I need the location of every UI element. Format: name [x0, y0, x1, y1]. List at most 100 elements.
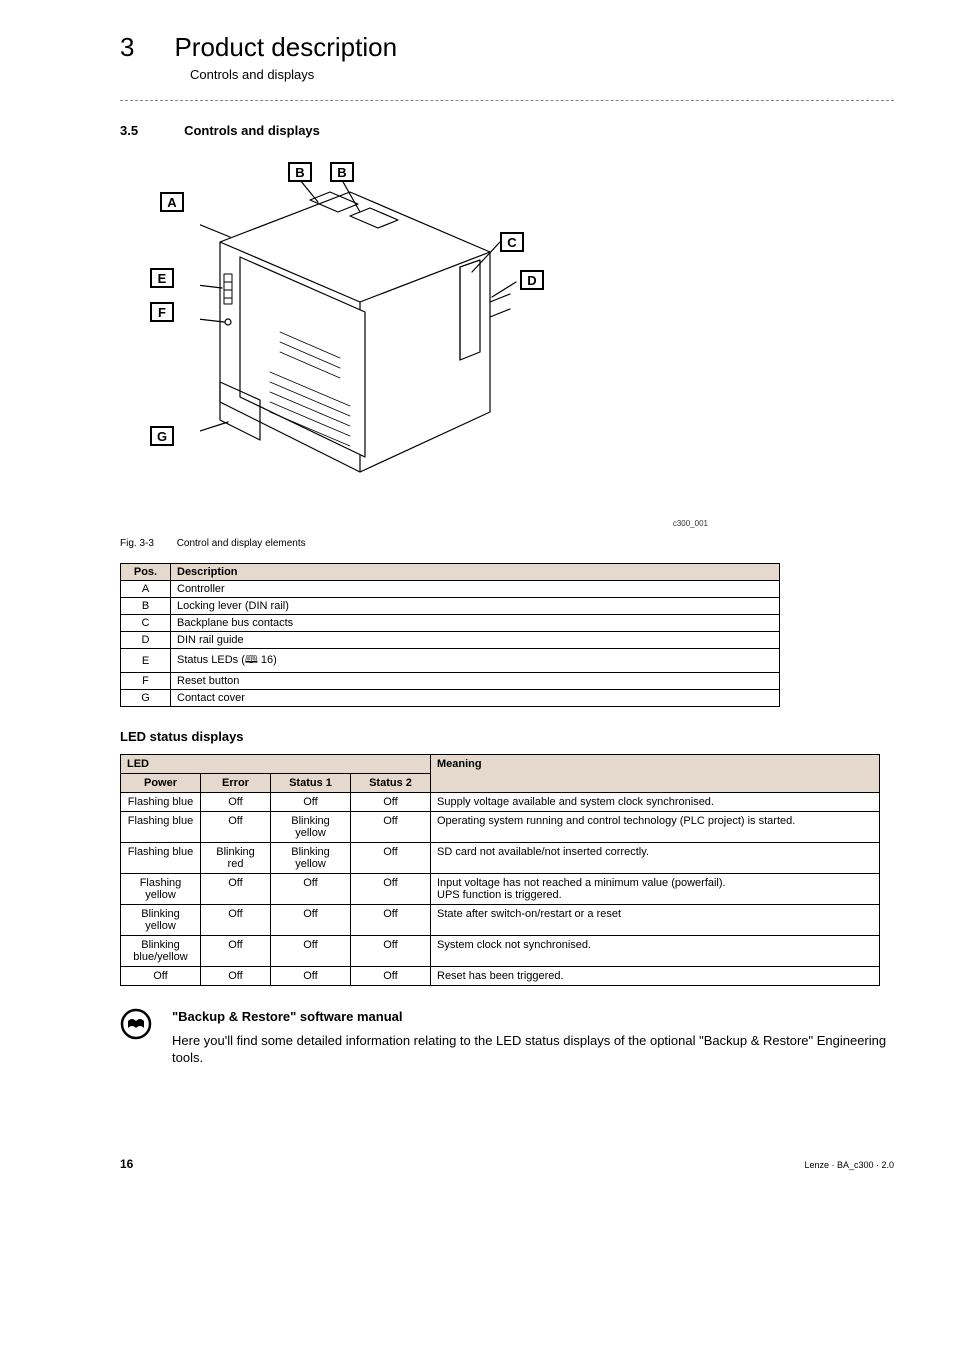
note-body: Here you'll find some detailed informati…: [172, 1032, 894, 1067]
chapter-title: Product description: [174, 32, 397, 63]
led-cell: Blinking yellow: [271, 843, 351, 874]
led-cell: Flashing blue: [121, 843, 201, 874]
led-cell: Off: [351, 967, 431, 986]
led-cell: Off: [351, 843, 431, 874]
chapter-header: 3 Product description: [120, 32, 894, 63]
desc-cell: Backplane bus contacts: [171, 615, 780, 632]
figure-caption-text: Control and display elements: [177, 538, 306, 549]
led-cell: Blinking red: [201, 843, 271, 874]
led-sub-status1: Status 1: [271, 774, 351, 793]
note-text: "Backup & Restore" software manual Here …: [172, 1008, 894, 1067]
led-cell: Off: [271, 905, 351, 936]
table-row: EStatus LEDs (🕮 16): [121, 649, 780, 673]
figure-label-b1: B: [288, 162, 312, 182]
led-meaning-cell: Supply voltage available and system cloc…: [431, 793, 880, 812]
led-sub-error: Error: [201, 774, 271, 793]
figure-caption-num: Fig. 3-3: [120, 538, 154, 549]
led-table-group-meaning: Meaning: [431, 755, 880, 793]
led-table: LED Meaning Power Error Status 1 Status …: [120, 754, 880, 986]
led-cell: Off: [201, 936, 271, 967]
pos-table-header-desc: Description: [171, 564, 780, 581]
desc-cell: Reset button: [171, 673, 780, 690]
table-row: GContact cover: [121, 690, 780, 707]
device-drawing: [200, 182, 560, 492]
section-title: Controls and displays: [184, 123, 320, 138]
pos-cell: A: [121, 581, 171, 598]
desc-cell: Status LEDs (🕮 16): [171, 649, 780, 673]
table-row: Flashing blueOffBlinking yellowOffOperat…: [121, 812, 880, 843]
led-cell: Off: [351, 812, 431, 843]
led-meaning-cell: System clock not synchronised.: [431, 936, 880, 967]
led-cell: Off: [271, 967, 351, 986]
led-meaning-cell: Operating system running and control tec…: [431, 812, 880, 843]
doc-reference: Lenze · BA_c300 · 2.0: [804, 1160, 894, 1170]
position-table: Pos. Description AControllerBLocking lev…: [120, 563, 780, 707]
led-meaning-cell: Reset has been triggered.: [431, 967, 880, 986]
led-cell: Flashing blue: [121, 793, 201, 812]
led-cell: Flashing blue: [121, 812, 201, 843]
led-cell: Blinking yellow: [271, 812, 351, 843]
divider: [120, 100, 894, 101]
led-cell: Off: [201, 905, 271, 936]
figure-label-f: F: [150, 302, 174, 322]
led-meaning-cell: SD card not available/not inserted corre…: [431, 843, 880, 874]
section-header: 3.5 Controls and displays: [120, 123, 894, 138]
page: 3 Product description Controls and displ…: [0, 0, 954, 1211]
book-icon: [120, 1008, 154, 1067]
led-meaning-cell: State after switch-on/restart or a reset: [431, 905, 880, 936]
section-number: 3.5: [120, 123, 138, 138]
led-cell: Blinking yellow: [121, 905, 201, 936]
page-number: 16: [120, 1157, 133, 1171]
figure-label-b2: B: [330, 162, 354, 182]
page-footer: 16 Lenze · BA_c300 · 2.0: [120, 1157, 894, 1171]
chapter-number: 3: [120, 32, 134, 63]
led-cell: Off: [201, 967, 271, 986]
figure-ref-code: c300_001: [673, 519, 708, 528]
led-cell: Off: [201, 793, 271, 812]
pos-cell: F: [121, 673, 171, 690]
table-row: Blinking yellowOffOffOffState after swit…: [121, 905, 880, 936]
led-sub-power: Power: [121, 774, 201, 793]
led-cell: Off: [271, 874, 351, 905]
desc-cell: Locking lever (DIN rail): [171, 598, 780, 615]
figure-label-e: E: [150, 268, 174, 288]
pos-cell: E: [121, 649, 171, 673]
led-heading: LED status displays: [120, 729, 894, 744]
chapter-subtitle: Controls and displays: [190, 67, 894, 82]
figure-label-a: A: [160, 192, 184, 212]
led-cell: Off: [201, 874, 271, 905]
led-table-group-led: LED: [121, 755, 431, 774]
table-row: BLocking lever (DIN rail): [121, 598, 780, 615]
led-cell: Off: [121, 967, 201, 986]
note-title: "Backup & Restore" software manual: [172, 1008, 894, 1026]
pos-cell: G: [121, 690, 171, 707]
table-row: FReset button: [121, 673, 780, 690]
desc-cell: Contact cover: [171, 690, 780, 707]
led-cell: Off: [201, 812, 271, 843]
led-cell: Flashing yellow: [121, 874, 201, 905]
pos-cell: C: [121, 615, 171, 632]
led-sub-status2: Status 2: [351, 774, 431, 793]
led-cell: Off: [351, 874, 431, 905]
pos-table-header-pos: Pos.: [121, 564, 171, 581]
pos-cell: B: [121, 598, 171, 615]
figure: A B B C D E F G: [120, 162, 720, 532]
table-row: CBackplane bus contacts: [121, 615, 780, 632]
led-cell: Off: [271, 793, 351, 812]
led-cell: Off: [351, 793, 431, 812]
desc-cell: Controller: [171, 581, 780, 598]
table-row: AController: [121, 581, 780, 598]
table-row: Blinking blue/yellowOffOffOffSystem cloc…: [121, 936, 880, 967]
figure-caption: Fig. 3-3 Control and display elements: [120, 538, 894, 549]
table-row: OffOffOffOffReset has been triggered.: [121, 967, 880, 986]
led-cell: Blinking blue/yellow: [121, 936, 201, 967]
table-row: Flashing blueOffOffOffSupply voltage ava…: [121, 793, 880, 812]
pos-cell: D: [121, 632, 171, 649]
led-meaning-cell: Input voltage has not reached a minimum …: [431, 874, 880, 905]
led-cell: Off: [351, 936, 431, 967]
led-cell: Off: [271, 936, 351, 967]
figure-label-g: G: [150, 426, 174, 446]
table-row: DDIN rail guide: [121, 632, 780, 649]
table-row: Flashing blueBlinking redBlinking yellow…: [121, 843, 880, 874]
desc-cell: DIN rail guide: [171, 632, 780, 649]
